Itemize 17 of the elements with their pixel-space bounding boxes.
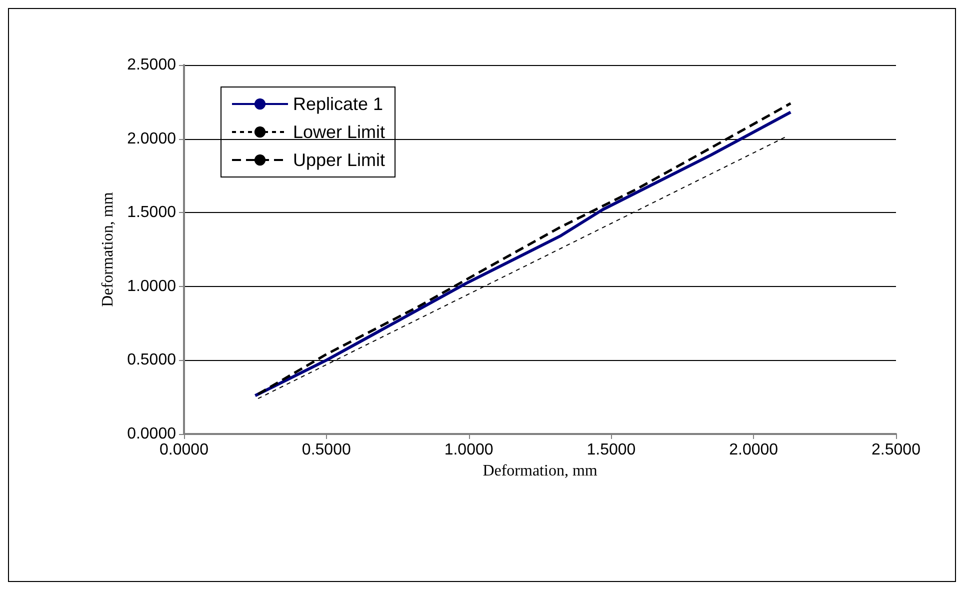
x-tick-label: 0.0000 [160,442,209,458]
y-tick-label: 0.5000 [127,352,176,369]
x-tick-label: 1.5000 [586,442,636,458]
y-tick-label: 0.0000 [127,426,176,442]
y-tick-label: 1.0000 [127,278,176,295]
legend-label: Upper Limit [293,150,386,170]
x-tick-label: 2.5000 [872,442,921,458]
legend-label: Lower Limit [293,122,386,142]
x-tick-label: 2.0000 [729,442,778,458]
legend-label: Replicate 1 [293,94,384,114]
x-axis-title: Deformation, mm [482,462,598,480]
y-tick-label: 2.5000 [127,56,176,74]
y-tick-label: 1.5000 [127,204,176,222]
x-tick-label: 0.5000 [302,442,351,458]
y-tick-label: 2.0000 [127,130,176,148]
y-axis-title: Deformation, mm [100,192,117,307]
x-tick-label: 1.0000 [444,442,494,458]
